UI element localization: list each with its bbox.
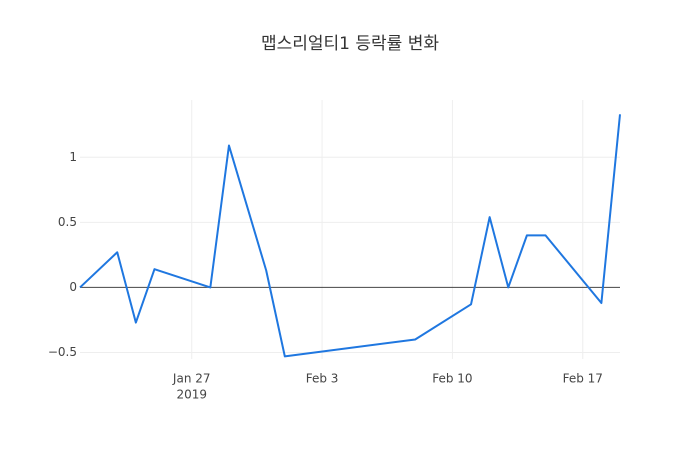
chart-title: 맵스리얼티1 등락률 변화 [261,34,439,54]
y-tick-label: 0.5 [58,215,77,229]
x-tick-label: Feb 10 [432,372,472,386]
x-tick-label: Feb 3 [306,372,339,386]
y-tick-label: 0 [69,280,77,294]
x-tick-label: Feb 17 [563,372,603,386]
data-line [79,114,621,358]
y-tick-label: 1 [69,150,77,164]
x-tick-label: Jan 27 [172,372,211,386]
x-tick-sublabel: 2019 [176,388,207,402]
y-tick-label: −0.5 [48,345,77,359]
